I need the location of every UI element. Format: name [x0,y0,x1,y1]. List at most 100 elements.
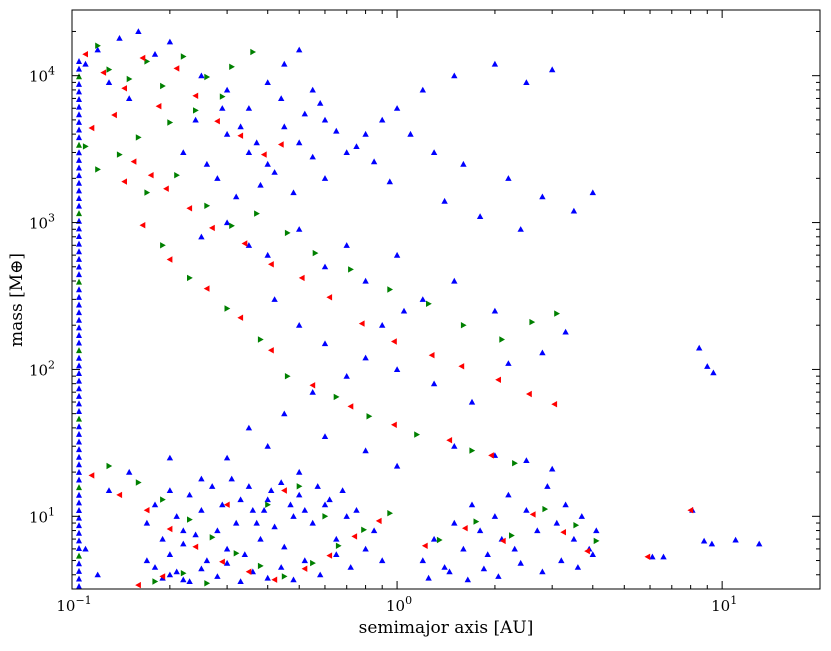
data-point-triangle-left [209,224,215,232]
data-point-triangle-right [106,66,113,73]
data-point-triangle-up [393,105,401,111]
data-point-triangle-up [241,551,248,557]
data-point-triangle-up [309,389,316,395]
data-point-triangle-left [391,421,397,428]
data-point-edge [76,392,82,399]
data-point-triangle-left [82,51,88,58]
data-point-triangle-up [446,568,453,575]
data-point-triangle-left [301,565,308,572]
data-point-triangle-up [593,527,600,534]
data-point-triangle-right [529,318,536,326]
data-point-edge [76,293,82,300]
data-point-triangle-up [574,564,582,570]
data-point-triangle-left [121,85,127,92]
data-point-triangle-right [254,210,260,217]
data-point-triangle-up [233,193,240,200]
data-point-edge [76,545,82,552]
data-point-triangle-right [209,534,216,541]
data-point-triangle-up [696,344,703,351]
data-point-triangle-up [425,574,432,581]
data-point-triangle-right [387,510,393,517]
data-point-triangle-right [135,134,142,141]
data-point-triangle-up [264,160,271,167]
data-point-triangle-up [562,501,569,508]
data-point-triangle-up [219,501,226,508]
data-point-triangle-up [198,233,205,240]
data-point-triangle-left [166,525,173,533]
data-point-triangle-up [237,496,244,503]
data-point-triangle-up [245,483,253,489]
data-point-triangle-up [82,60,89,67]
data-point-edge [76,80,82,87]
data-point-edge [76,141,82,148]
data-point-triangle-up [278,479,285,485]
data-point-triangle-up [309,153,316,160]
data-point-triangle-up [505,175,512,181]
data-point-edge [76,400,82,407]
data-point-triangle-up [333,551,340,557]
data-point-triangle-up [143,557,151,564]
data-point-triangle-up [362,277,369,284]
data-point-triangle-up [419,557,426,564]
data-point-triangle-up [198,565,205,572]
data-point-triangle-up [203,557,211,564]
data-point-triangle-up [94,571,101,578]
data-point-edge [76,583,82,590]
data-point-triangle-left [147,172,154,179]
data-point-edge [76,172,82,179]
data-point-triangle-up [343,242,350,248]
data-point-triangle-up [484,551,491,557]
data-point-triangle-up [343,149,350,155]
data-point-triangle-left [219,558,225,565]
data-point-triangle-up [271,523,278,530]
data-point-triangle-left [214,118,220,125]
data-point-triangle-left [551,401,558,408]
data-point-triangle-up [271,169,278,175]
data-point-triangle-right [116,151,123,158]
data-point-triangle-up [379,322,386,328]
data-point-triangle-up [430,149,438,155]
data-point-triangle-left [309,382,316,389]
data-point-triangle-up [126,95,133,101]
y-tick-label: 102 [29,358,55,379]
data-point-triangle-right [250,48,256,56]
data-point-triangle-up [451,443,458,449]
data-point-edge [76,57,82,64]
data-point-triangle-right [387,286,393,293]
data-point-triangle-up [228,475,235,482]
data-point-triangle-up [116,35,123,41]
data-point-triangle-up [386,178,393,185]
data-point-triangle-up [223,559,231,566]
data-point-triangle-up [290,189,297,196]
data-point-triangle-left [100,69,107,76]
data-point-triangle-up [219,105,226,111]
data-point-edge [76,316,82,323]
data-point-triangle-right [542,505,549,513]
data-point-triangle-up [296,226,303,232]
data-point-triangle-up [223,454,231,461]
data-point-triangle-left [139,54,146,62]
data-point-triangle-right [322,513,329,520]
data-point-triangle-right [160,496,166,503]
data-point-edge [76,73,82,80]
data-point-triangle-up [264,251,271,258]
data-point-triangle-right [160,242,166,249]
data-point-edge [76,111,82,118]
data-point-triangle-up [198,475,205,482]
data-point-triangle-up [343,513,350,519]
data-point-edge [76,233,82,240]
data-point-triangle-up [105,487,113,493]
data-point-triangle-up [151,564,159,570]
data-point-triangle-up [317,571,324,578]
data-point-triangle-left [241,240,248,247]
data-point-triangle-up [430,535,438,542]
data-point-triangle-up [710,369,717,376]
data-point-triangle-right [257,562,264,570]
data-point-triangle-up [491,513,499,519]
data-point-triangle-right [473,518,480,525]
data-point-triangle-up [214,527,221,534]
data-point-triangle-up [245,424,253,431]
data-point-triangle-up [281,543,288,550]
data-point-triangle-up [468,398,476,405]
y-tick-label: 103 [29,212,55,233]
